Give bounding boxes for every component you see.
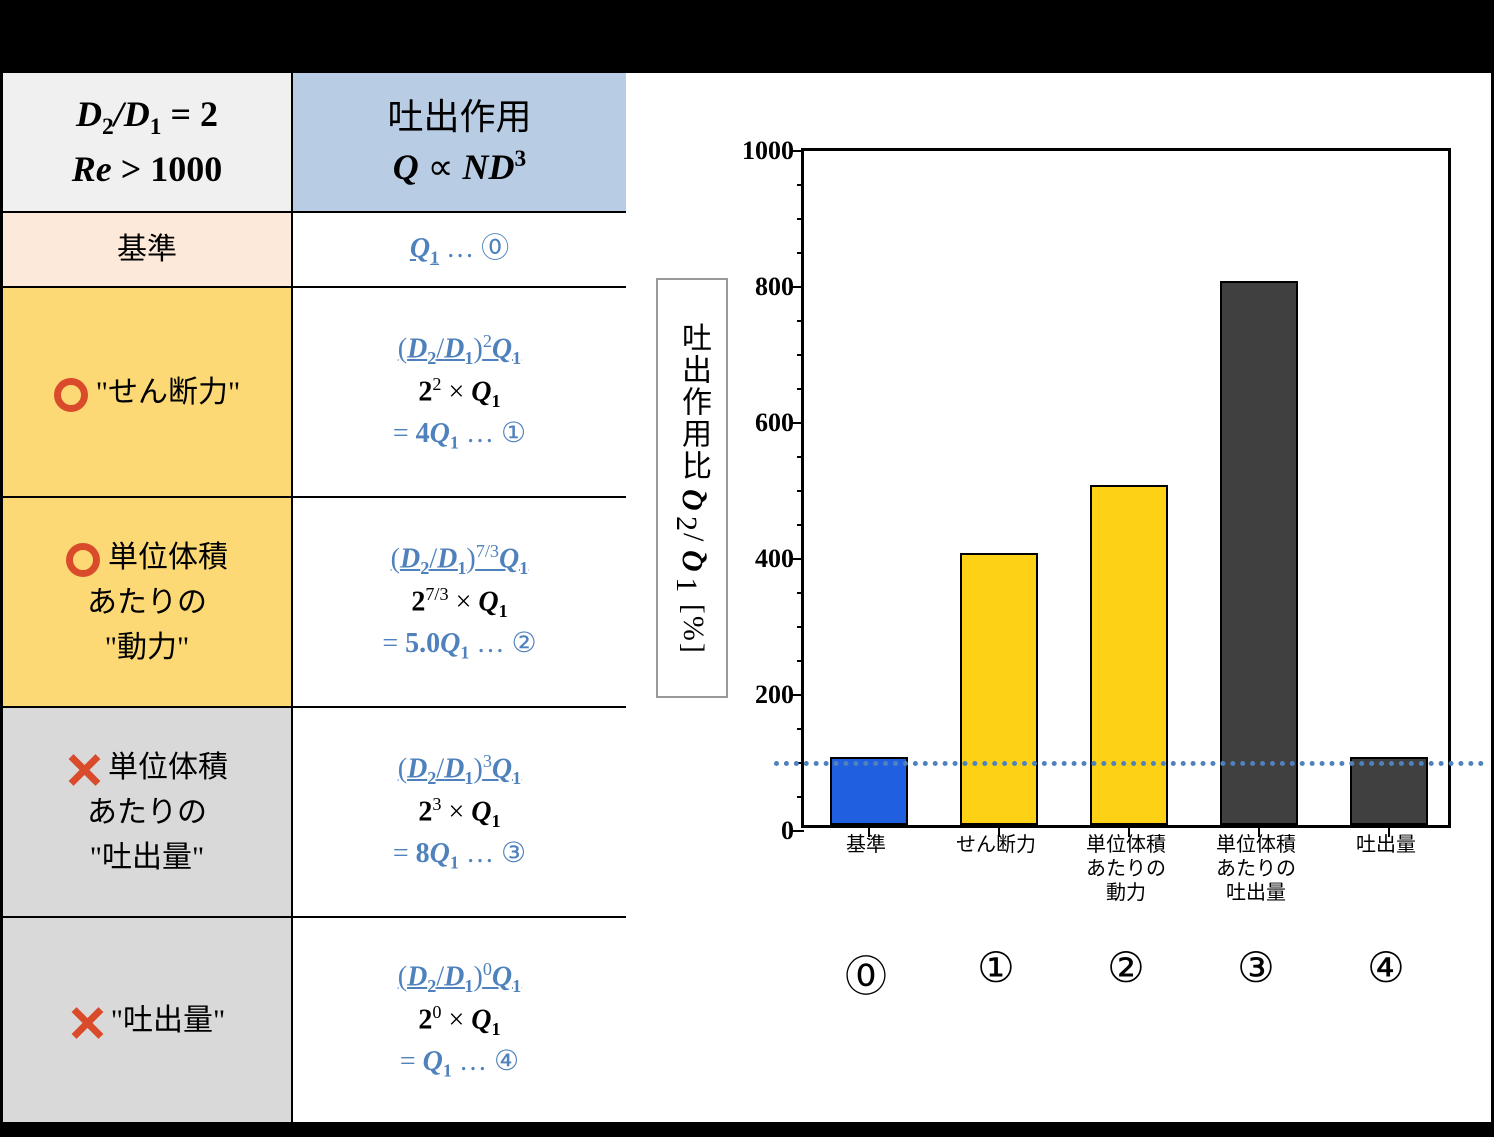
row-formula: (D2/D1)3Q1 23 × Q1 = 8Q1 … ③ (293, 708, 626, 916)
row-formula: Q1 … ⓪ (293, 213, 626, 286)
cond-line2: Re > 1000 (72, 144, 223, 194)
x-category-label: せん断力 (931, 833, 1061, 857)
x-circled-num: ③ (1191, 943, 1321, 993)
x-category-label: 基準 (801, 833, 931, 857)
x-category-label: 単位体積あたりの吐出量 (1191, 833, 1321, 905)
ring-icon (54, 378, 88, 412)
header-col2: 吐出作用 Q ∝ ND3 (293, 73, 626, 211)
circle-num: ④ (494, 1046, 519, 1077)
chart-wrap: 吐出作用比Q2/Q1 [%] 02004006008001000 基準⓪せん断力… (626, 73, 1491, 1122)
label-line3: "動力" (105, 625, 190, 670)
circle-num: ⓪ (481, 233, 509, 264)
formula-mid: 23 × Q1 (418, 791, 500, 834)
formula-result: = 8Q1 … ③ (393, 834, 526, 876)
label-line1: 単位体積 (66, 745, 228, 790)
table-row: "吐出量" (D2/D1)0Q1 20 × Q1 = Q1 … ④ (3, 918, 626, 1122)
y-tick-label: 0 (734, 816, 794, 846)
formula-top: (D2/D1)7/3Q1 (391, 538, 529, 581)
x-icon (69, 1006, 103, 1040)
chart-panel: 吐出作用比Q2/Q1 [%] 02004006008001000 基準⓪せん断力… (626, 73, 1491, 1122)
circle-num: ③ (501, 838, 526, 869)
row-label: 単位体積 あたりの "動力" (3, 498, 293, 706)
table-row: 単位体積 あたりの "吐出量" (D2/D1)3Q1 23 × Q1 = 8Q1… (3, 708, 626, 918)
header-conditions: D2/D1 = 2 Re > 1000 (3, 73, 293, 211)
formula-result: = 5.0Q1 … ② (382, 624, 536, 666)
y-axis-label-box: 吐出作用比Q2/Q1 [%] (656, 278, 728, 698)
formula-result: Q1 … ⓪ (410, 229, 509, 271)
formula-mid: 27/3 × Q1 (411, 581, 507, 624)
table-row: 単位体積 あたりの "動力" (D2/D1)7/3Q1 27/3 × Q1 = … (3, 498, 626, 708)
bar (1350, 757, 1428, 825)
x-circled-num: ④ (1321, 943, 1451, 993)
reference-line (774, 761, 1484, 766)
col2-title: 吐出作用 (387, 92, 531, 142)
y-tick-label: 200 (734, 680, 794, 710)
row-formula: (D2/D1)0Q1 20 × Q1 = Q1 … ④ (293, 918, 626, 1122)
table-row: 基準 Q1 … ⓪ (3, 213, 626, 288)
formula-top: (D2/D1)2Q1 (398, 328, 522, 371)
cond-line1: D2/D1 = 2 (76, 89, 218, 144)
x-circled-num: ① (931, 943, 1061, 993)
bar (1220, 281, 1298, 825)
label-line2: あたりの (87, 790, 207, 835)
plot-area: 02004006008001000 (801, 148, 1451, 828)
y-tick-label: 600 (734, 408, 794, 438)
circle-num: ① (501, 418, 526, 449)
bar (1090, 485, 1168, 825)
x-category-label: 単位体積あたりの動力 (1061, 833, 1191, 905)
y-tick-label: 400 (734, 544, 794, 574)
formula-result: = Q1 … ④ (400, 1042, 519, 1084)
y-tick-label: 800 (734, 272, 794, 302)
y-tick-label: 1000 (734, 136, 794, 166)
x-icon (66, 753, 100, 787)
x-circled-num: ② (1061, 943, 1191, 993)
table-row: "せん断力" (D2/D1)2Q1 22 × Q1 = 4Q1 … ① (3, 288, 626, 498)
row-label: 基準 (3, 213, 293, 286)
table: D2/D1 = 2 Re > 1000 吐出作用 Q ∝ ND3 基準 Q1 …… (3, 73, 626, 1122)
table-header-row: D2/D1 = 2 Re > 1000 吐出作用 Q ∝ ND3 (3, 73, 626, 213)
formula-top: (D2/D1)3Q1 (398, 748, 522, 791)
label-text: 基準 (117, 227, 177, 272)
content-root: D2/D1 = 2 Re > 1000 吐出作用 Q ∝ ND3 基準 Q1 …… (0, 70, 1494, 1125)
row-label: "吐出量" (3, 918, 293, 1122)
label-line1: 単位体積 (66, 535, 228, 580)
row-formula: (D2/D1)2Q1 22 × Q1 = 4Q1 … ① (293, 288, 626, 496)
x-category-label: 吐出量 (1321, 833, 1451, 857)
row-label: "せん断力" (3, 288, 293, 496)
formula-mid: 22 × Q1 (418, 371, 500, 414)
col2-formula: Q ∝ ND3 (393, 142, 526, 192)
formula-mid: 20 × Q1 (418, 999, 500, 1042)
formula-top: (D2/D1)0Q1 (398, 956, 522, 999)
label-line2: あたりの (87, 580, 207, 625)
row-label: 単位体積 あたりの "吐出量" (3, 708, 293, 916)
circle-num: ② (512, 628, 537, 659)
label-line3: "吐出量" (90, 835, 205, 880)
ring-icon (66, 543, 100, 577)
y-axis-label: 吐出作用比Q2/Q1 [%] (669, 322, 715, 655)
label-text: "吐出量" (69, 998, 226, 1043)
row-formula: (D2/D1)7/3Q1 27/3 × Q1 = 5.0Q1 … ② (293, 498, 626, 706)
bar (830, 757, 908, 825)
x-circled-num: ⓪ (801, 943, 931, 1004)
label-text: "せん断力" (54, 370, 241, 415)
formula-result: = 4Q1 … ① (393, 414, 526, 456)
bar (960, 553, 1038, 825)
